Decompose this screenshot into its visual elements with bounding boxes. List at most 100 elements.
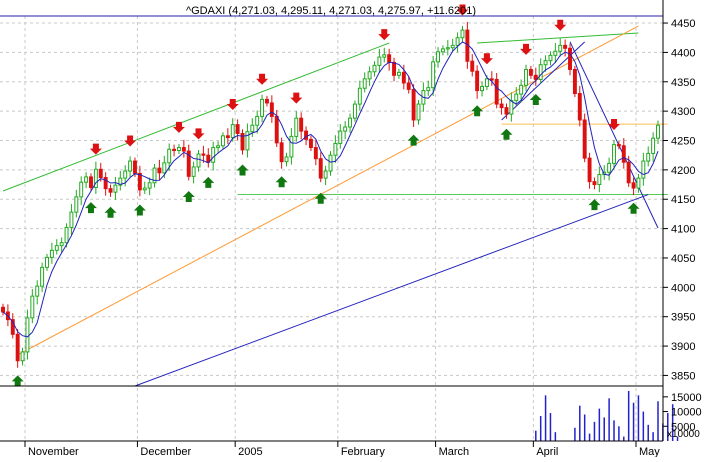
sell-arrow [456,4,469,16]
candle-body [592,181,597,186]
upper-trend-line-ext [477,32,639,44]
candle-body [553,50,558,56]
buy-arrow [407,134,420,146]
candle-body [646,152,651,162]
volume-unit-label: x10000 [667,429,700,440]
candle-body [514,93,519,102]
candle-body [460,29,465,39]
month-label: March [439,446,470,457]
candle-body [220,135,225,147]
candle-body [152,167,157,184]
candle-body [411,88,416,121]
candle-body [582,119,587,159]
candle-body [318,158,323,179]
month-label: April [536,446,558,457]
candle-body [338,130,343,144]
candle-body [328,154,333,172]
candle-body [499,103,504,109]
candle-body [377,56,382,66]
candle-body [572,68,577,95]
candle-body [538,64,543,80]
price-tick-label: 4250 [671,136,695,148]
candle-body [470,60,475,72]
candle-body [201,153,206,156]
candle-body [616,144,621,147]
price-tick-label: 4200 [671,165,695,177]
month-label: December [140,446,191,457]
candle-body [1,306,5,313]
candle-body [89,176,93,188]
candle-body [225,135,230,139]
candle-body [181,147,186,152]
candle-body [651,137,656,154]
candle-body [123,170,128,179]
candle-body [357,87,362,105]
price-tick-label: 4150 [671,194,695,206]
candle-body [519,84,524,95]
candle-body [308,138,313,149]
candle-body [475,70,480,92]
candle-body [509,100,514,115]
candle-body [494,78,499,105]
buy-arrow [471,105,484,117]
buy-arrow [202,176,215,188]
candle-body [587,157,592,183]
month-label: May [639,446,660,457]
candle-body [636,177,641,189]
buy-arrow [182,190,195,202]
candle-body [401,71,406,84]
buy-arrow [529,94,542,106]
candle-body [15,333,20,362]
candle-body [533,74,538,80]
candle-body [196,153,201,168]
candle-body [279,142,284,163]
candle-body [113,184,118,193]
candle-body [294,117,299,137]
month-label: February [341,446,386,457]
candle-body [128,160,133,172]
candle-body [240,132,245,151]
candle-body [455,37,460,46]
candle-body [45,256,49,268]
candle-body [59,242,64,247]
candle-body [98,168,103,179]
candle-body [40,266,45,287]
candle-body [299,117,304,132]
sell-arrow [256,73,269,85]
candle-body [362,78,367,89]
candle-body [274,115,279,144]
candle-body [568,47,572,70]
candle-body [35,285,40,297]
candle-body [264,98,269,104]
candle-body [245,131,250,151]
buy-arrow [588,199,601,211]
down-trend-line [569,41,659,229]
buy-arrow [84,202,97,214]
buy-arrow [104,206,117,218]
candle-body [313,147,318,160]
moving-average-line [2,41,659,338]
candle-body [20,351,25,362]
buy-arrow [133,204,146,216]
candle-body [304,130,309,140]
candle-body [445,47,450,50]
candle-body [250,124,255,133]
candle-body [74,196,79,213]
candle-body [641,160,646,179]
price-tick-label: 4050 [671,253,695,265]
month-label: November [28,446,79,457]
candle-body [10,319,15,335]
sell-arrow [226,99,239,111]
volume-tick-label: 15000 [671,392,702,404]
candle-body [49,249,54,258]
candle-body [289,135,294,158]
candle-body [172,148,177,152]
price-tick-label: 4350 [671,77,695,89]
candle-body [142,187,147,191]
candle-body [343,126,348,132]
buy-arrow [275,176,288,188]
sell-arrow [192,128,205,140]
buy-arrow [314,192,327,204]
price-tick-label: 4450 [671,18,695,30]
long-term-trend-line [134,194,649,387]
